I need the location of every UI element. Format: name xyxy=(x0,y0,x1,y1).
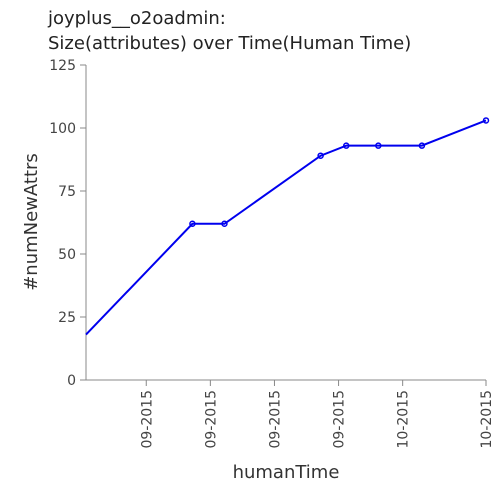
data-series xyxy=(85,117,490,336)
x-tick-label: 09-2015 xyxy=(139,390,155,449)
x-tick-label: 09-2015 xyxy=(267,390,283,449)
chart-title-line-1: joyplus__o2oadmin: xyxy=(48,8,226,29)
x-tick-label: 09-2015 xyxy=(203,390,219,449)
data-point xyxy=(221,220,228,228)
chart-title-line-2: Size(attributes) over Time(Human Time) xyxy=(48,33,412,54)
y-tick-label: 0 xyxy=(67,373,76,389)
data-point xyxy=(343,142,350,149)
y-axis-title: #numNewAttrs xyxy=(21,153,42,291)
x-tick-label: 10-2015 xyxy=(479,390,495,449)
y-tick-label: 100 xyxy=(49,121,76,137)
y-tick-label: 75 xyxy=(58,184,76,200)
x-axis-title: humanTime xyxy=(233,462,340,483)
x-tick-label: 10-2015 xyxy=(396,390,412,449)
series-line xyxy=(85,119,487,336)
data-point xyxy=(189,220,196,228)
x-axis-ticks: 09-2015 09-2015 09-2015 09-2015 10-2015 10-20… xyxy=(139,380,495,449)
x-tick-label: 09-2015 xyxy=(332,390,348,449)
data-point xyxy=(482,117,490,124)
data-point xyxy=(375,142,382,149)
y-tick-label: 50 xyxy=(58,247,76,263)
y-tick-label: 125 xyxy=(49,58,76,74)
axes xyxy=(85,65,486,381)
y-tick-label: 25 xyxy=(58,310,76,326)
data-point xyxy=(418,142,426,149)
y-axis-ticks: 0 25 50 75 100 125 xyxy=(49,58,86,389)
data-point xyxy=(317,152,324,159)
